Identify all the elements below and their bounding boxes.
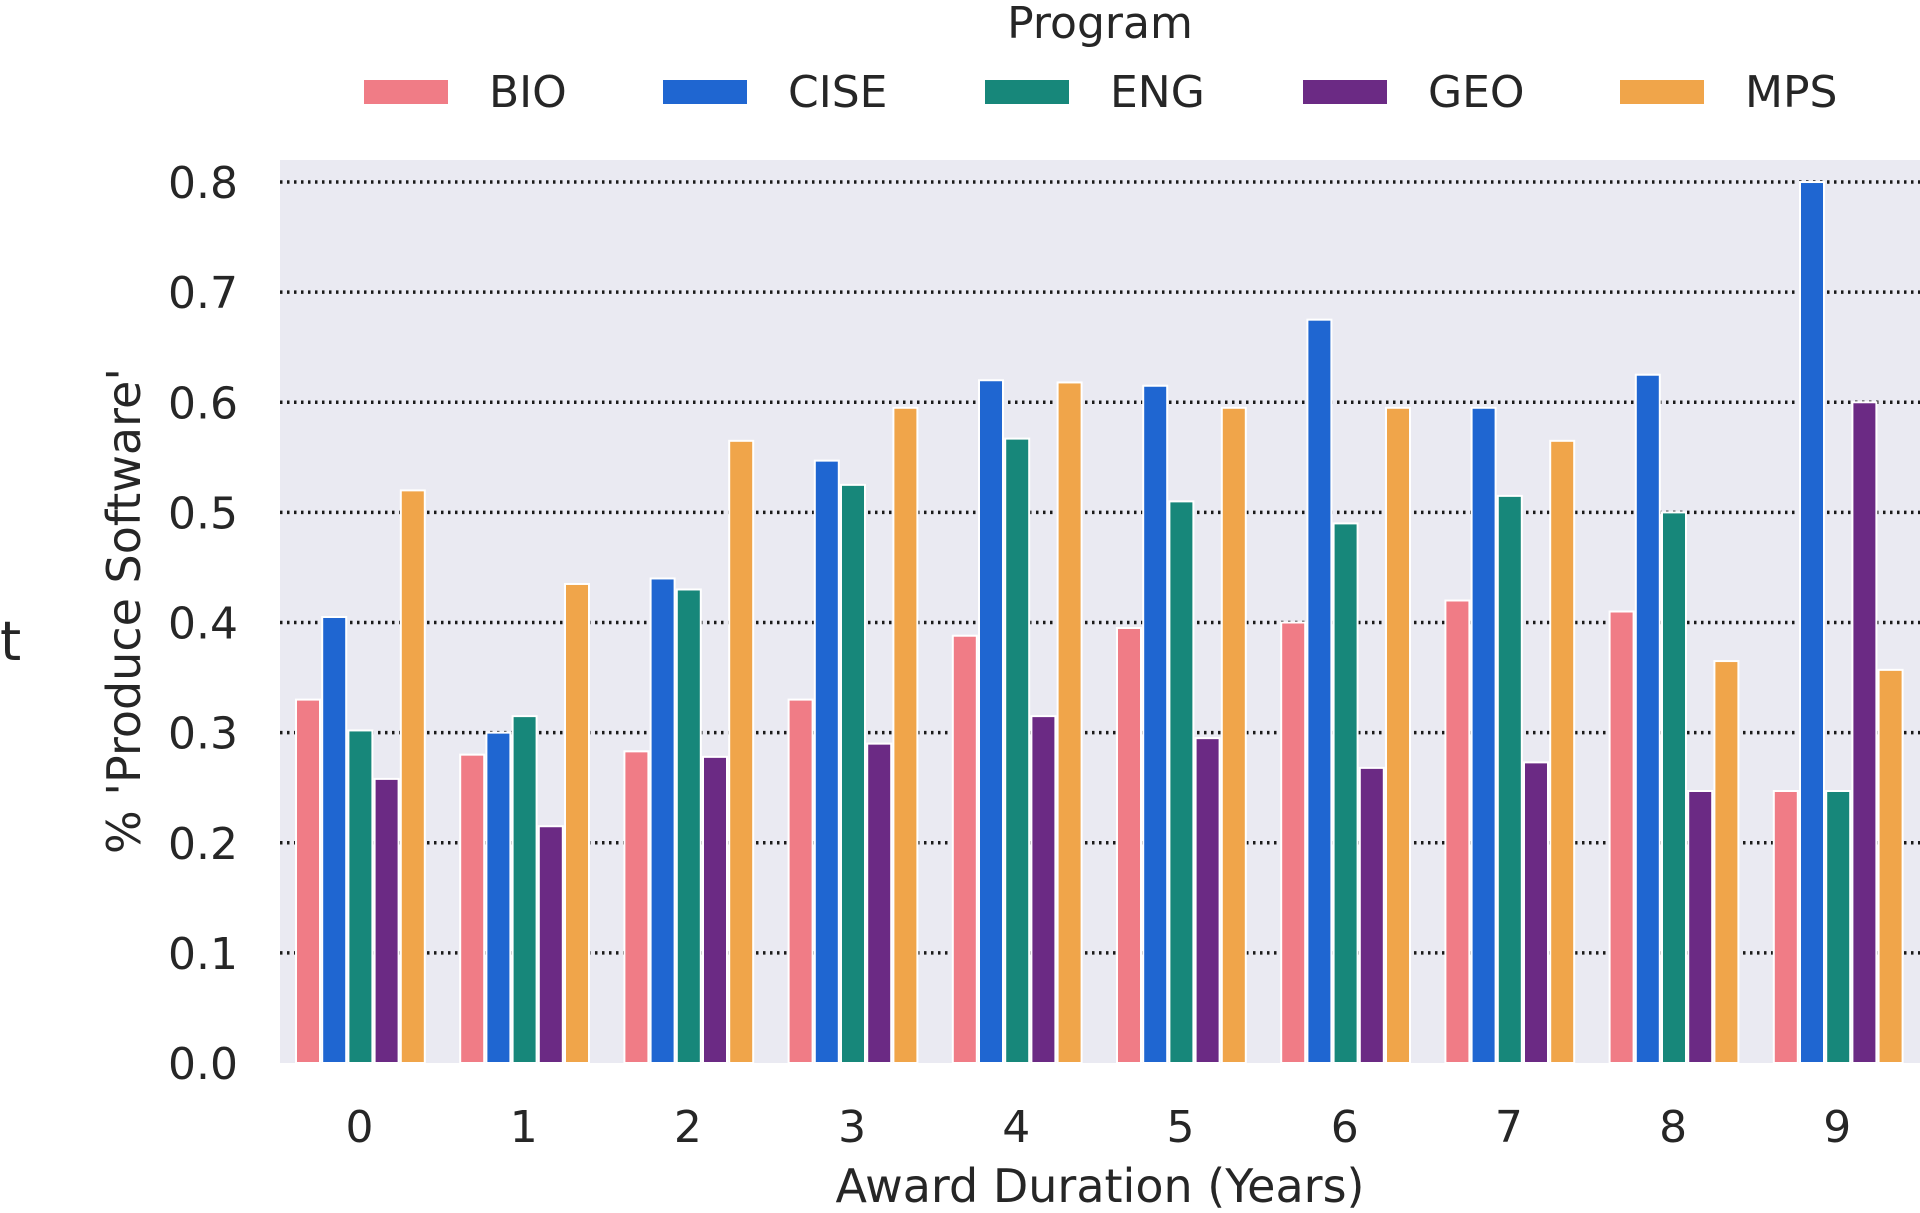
- bar-geo-0: [373, 777, 400, 1064]
- bar-geo-4: [1030, 715, 1057, 1064]
- bar-bio-4: [951, 634, 978, 1064]
- bar-eng-6: [1332, 522, 1359, 1064]
- bar-bio-5: [1116, 627, 1142, 1065]
- bar-geo-8: [1687, 789, 1714, 1064]
- bar-cise-2: [649, 577, 676, 1065]
- bar-mps-9: [1877, 668, 1904, 1064]
- bar-eng-7: [1496, 494, 1523, 1064]
- bar-eng-0: [347, 729, 374, 1064]
- y-tick-label: 0.6: [168, 378, 238, 429]
- x-tick-label: 4: [1002, 1102, 1030, 1153]
- bar-eng-8: [1661, 511, 1687, 1064]
- y-tick-label: 0.4: [168, 599, 238, 650]
- bar-geo-7: [1523, 761, 1549, 1064]
- y-tick-label: 0.2: [168, 819, 238, 870]
- legend-swatch-geo: [1303, 80, 1387, 104]
- bar-eng-9: [1825, 789, 1852, 1064]
- x-tick-label: 6: [1331, 1102, 1359, 1153]
- bar-geo-5: [1194, 737, 1221, 1064]
- legend-label-geo: GEO: [1428, 67, 1525, 118]
- legend: BIO CISE ENG GEO MPS: [364, 67, 1837, 118]
- x-tick-label: 5: [1167, 1102, 1195, 1153]
- bar-mps-1: [564, 582, 590, 1064]
- clipped-edge-text: t: [0, 610, 21, 673]
- bar-geo-1: [537, 825, 564, 1064]
- bar-cise-8: [1634, 373, 1661, 1064]
- x-tick-labels: 0 1 2 3 4 5 6 7 8 9: [346, 1102, 1852, 1153]
- y-tick-label: 0.3: [168, 709, 238, 760]
- bars: [295, 181, 1904, 1065]
- bar-cise-4: [978, 379, 1004, 1064]
- bar-eng-5: [1168, 500, 1195, 1064]
- y-axis-label: % 'Produce Software': [97, 368, 151, 854]
- bar-bio-7: [1444, 599, 1471, 1064]
- bar-bio-8: [1608, 610, 1635, 1064]
- legend-label-cise: CISE: [788, 67, 887, 118]
- y-tick-label: 0.7: [168, 268, 238, 319]
- bar-cise-0: [321, 616, 348, 1064]
- y-tick-label: 0.0: [168, 1039, 238, 1090]
- y-tick-label: 0.8: [168, 158, 238, 209]
- bar-eng-1: [511, 715, 538, 1064]
- bar-mps-4: [1056, 381, 1083, 1064]
- bar-cise-1: [485, 731, 512, 1064]
- legend-label-bio: BIO: [489, 67, 567, 118]
- x-tick-label: 7: [1495, 1102, 1523, 1153]
- y-tick-label: 0.1: [168, 929, 238, 980]
- x-tick-label: 2: [674, 1102, 702, 1153]
- bar-cise-6: [1306, 318, 1333, 1064]
- x-axis-label: Award Duration (Years): [836, 1159, 1365, 1213]
- legend-title: Program: [1007, 0, 1193, 49]
- x-tick-label: 3: [838, 1102, 866, 1153]
- bar-geo-9: [1851, 401, 1878, 1064]
- bar-bio-6: [1280, 621, 1307, 1064]
- bar-cise-3: [813, 459, 840, 1064]
- legend-label-eng: ENG: [1110, 67, 1205, 118]
- bar-bio-9: [1772, 789, 1799, 1064]
- legend-swatch-cise: [663, 80, 747, 104]
- bar-mps-0: [399, 489, 426, 1064]
- bar-cise-9: [1799, 181, 1825, 1064]
- bar-mps-3: [892, 406, 919, 1064]
- bar-bio-1: [459, 753, 486, 1064]
- bar-mps-6: [1385, 406, 1411, 1064]
- bar-cise-5: [1142, 384, 1169, 1064]
- bar-cise-7: [1470, 406, 1497, 1064]
- legend-swatch-mps: [1620, 80, 1704, 104]
- bar-bio-3: [787, 698, 814, 1064]
- bar-mps-8: [1713, 660, 1740, 1064]
- bar-eng-2: [675, 588, 702, 1064]
- legend-label-mps: MPS: [1745, 67, 1837, 118]
- bar-mps-2: [728, 439, 755, 1064]
- x-tick-label: 8: [1659, 1102, 1687, 1153]
- bar-eng-4: [1004, 437, 1031, 1065]
- bar-geo-3: [866, 742, 893, 1065]
- x-tick-label: 9: [1823, 1102, 1851, 1153]
- bar-geo-2: [702, 755, 728, 1064]
- y-tick-label: 0.5: [168, 488, 238, 539]
- legend-swatch-eng: [985, 80, 1069, 104]
- x-tick-label: 1: [510, 1102, 538, 1153]
- bar-bio-0: [295, 698, 321, 1064]
- bar-geo-6: [1358, 766, 1385, 1064]
- legend-swatch-bio: [364, 80, 448, 104]
- bar-bio-2: [623, 750, 650, 1064]
- bar-mps-7: [1549, 439, 1576, 1064]
- y-tick-labels: 0.0 0.1 0.2 0.3 0.4 0.5 0.6 0.7 0.8: [168, 158, 238, 1090]
- bar-mps-5: [1220, 406, 1247, 1064]
- x-tick-label: 0: [346, 1102, 374, 1153]
- bar-eng-3: [840, 483, 866, 1064]
